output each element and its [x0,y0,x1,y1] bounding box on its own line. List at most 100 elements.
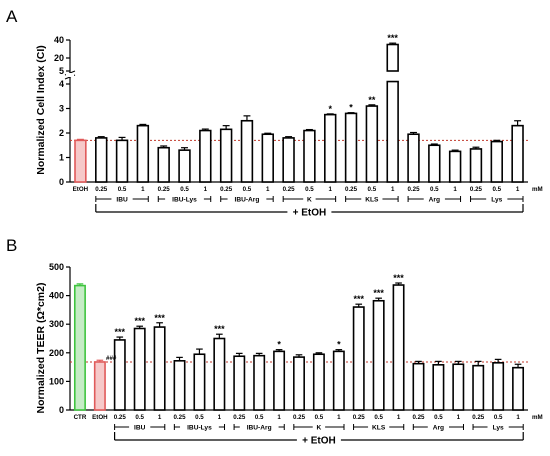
category-label: 0.5 [494,414,503,421]
y-tick-label: 40 [54,35,64,45]
group-label: IBU-Arg [247,425,272,432]
significance-label: *** [393,273,404,283]
significance-label: * [328,104,332,114]
category-label: 0.25 [233,414,246,421]
category-label: 0.5 [135,414,144,421]
y-tick-label: 300 [49,319,64,329]
category-label: 0.5 [492,186,501,193]
bar [452,363,465,411]
bar [324,113,337,183]
category-label: 0.25 [470,186,483,193]
category-label: 0.25 [220,186,233,193]
bar [73,284,86,411]
unit-label: mM [532,186,543,193]
bar [352,306,365,411]
bar [133,327,146,411]
group-label: Lys [491,197,502,204]
group-label: Arg [429,197,440,204]
category-label: 0.5 [315,414,324,421]
category-label: 0.25 [95,186,108,193]
bar [492,362,505,411]
category-label: 0.5 [195,414,204,421]
category-label: 0.5 [430,186,439,193]
significance-label: * [337,340,341,350]
y-tick-label: 5 [59,66,64,76]
category-label: 1 [453,186,457,193]
bar [469,148,483,183]
bar [365,105,379,183]
y-tick-label: 4 [59,79,64,89]
category-label: 0.5 [180,186,189,193]
group-label: IBU [134,425,146,432]
bar [432,364,445,411]
category-label: 1 [158,414,162,421]
bar [282,137,295,183]
group-label: KLS [372,425,386,432]
bar [490,140,503,183]
bar [113,339,126,411]
bar [213,337,226,411]
significance-label: *** [353,294,364,304]
bar [312,353,325,411]
panel-a-ylabel: Normalized Cell Index (CI) [35,45,47,175]
bar [303,129,316,183]
chart-panel-b: Normalized TEER (Ω*cm2) 0 100 200 300 400 500… [35,262,543,447]
category-label: 0.5 [118,186,127,193]
bar [136,124,150,183]
category-label: EtOH [92,414,108,421]
y-tick-label: 200 [49,348,64,358]
significance-label: *** [214,324,225,334]
group-label: IBU [116,197,128,204]
category-label: 0.5 [255,414,264,421]
category-label: 1 [204,186,208,193]
bar [261,133,274,183]
y-tick-label: 0 [59,405,64,415]
bar [273,350,286,411]
group-label: KLS [365,197,379,204]
y-tick-label: 20 [54,53,64,63]
panel-letter-b: B [6,236,17,255]
envelope-label: + EtOH [302,436,336,447]
bar [173,360,186,411]
bar [511,124,524,183]
bar [199,129,212,183]
bar [115,139,129,183]
bar [407,133,420,183]
category-label: 0.25 [407,186,420,193]
bar [448,150,462,183]
bar [472,364,485,411]
category-label: 0.25 [353,414,366,421]
bar [178,149,191,183]
y-tick-label: 1 [59,153,64,163]
significance-label: *** [134,316,145,326]
significance-label: *** [373,288,384,298]
category-label: 1 [516,186,520,193]
bar [233,355,246,411]
significance-label: *** [115,327,126,337]
category-label: 1 [277,414,281,421]
category-label: 1 [337,414,341,421]
y-tick-label: 400 [49,291,64,301]
category-label: 0.25 [114,414,127,421]
category-label: 1 [391,186,395,193]
chart-panel-a: Normalized Cell Index (CI) 0 1 2 3 4 5 20 40 EtO… [35,33,543,218]
category-label: 1 [141,186,145,193]
bar [332,350,345,411]
significance-label: *** [154,313,165,323]
category-label: 0.25 [283,186,296,193]
bar-upper-segment [386,43,399,72]
category-label: 1 [266,186,270,193]
bar [386,80,399,183]
y-tick-label: 0 [59,177,64,187]
bar [74,139,87,183]
group-label: IBU-Arg [234,197,259,204]
group-label: Arg [433,425,444,432]
category-label: 1 [516,414,520,421]
group-label: IBU-Lys [172,197,197,204]
significance-label: ** [368,95,376,105]
bar [95,137,108,183]
panel-letter-a: A [6,7,18,26]
significance-label: * [277,340,281,350]
y-tick-label: 3 [59,104,64,114]
